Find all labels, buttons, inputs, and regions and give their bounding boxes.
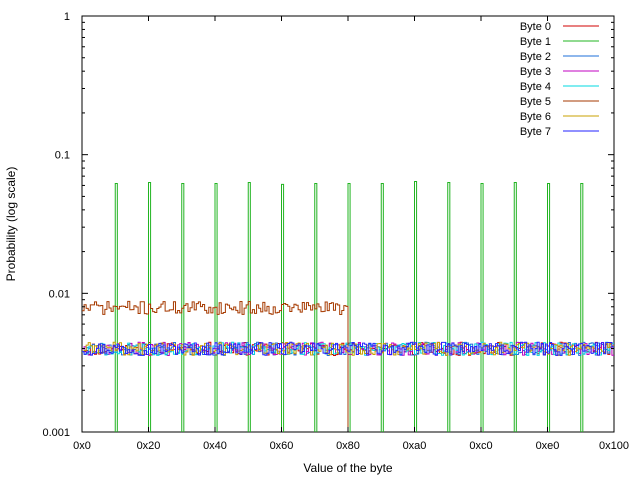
legend-label: Byte 4 (520, 81, 551, 93)
legend-label: Byte 0 (520, 21, 551, 33)
legend-label: Byte 5 (520, 96, 551, 108)
series-line-byte-1 (114, 181, 584, 432)
y-axis-title: Probability (log scale) (4, 167, 18, 282)
legend: Byte 0 Byte 1 Byte 2 Byte 3 Byte 4 Byte 5 Byte… (520, 21, 599, 138)
y-tick-label: 0.1 (55, 150, 70, 162)
x-tick-label: 0x40 (203, 440, 227, 452)
legend-label: Byte 3 (520, 66, 551, 78)
legend-label: Byte 2 (520, 51, 551, 63)
x-tick-label: 0x0 (73, 440, 91, 452)
series-layer (82, 181, 614, 432)
series-line-byte-7 (82, 341, 614, 356)
x-axis-title: Value of the byte (303, 461, 393, 475)
x-tick-label: 0xe0 (536, 440, 560, 452)
x-tick-label: 0x100 (599, 440, 629, 452)
x-tick-label: 0xc0 (469, 440, 492, 452)
legend-label: Byte 7 (520, 126, 551, 138)
x-tick-label: 0x20 (137, 440, 161, 452)
y-tick-label: 1 (64, 11, 70, 23)
series-line-byte-5 (82, 300, 349, 432)
legend-label: Byte 6 (520, 111, 551, 123)
x-tick-label: 0x60 (270, 440, 294, 452)
x-tick-label: 0xa0 (403, 440, 427, 452)
legend-label: Byte 1 (520, 36, 551, 48)
x-tick-label: 0x80 (336, 440, 360, 452)
y-tick-label: 0.001 (42, 427, 70, 439)
y-tick-label: 0.01 (49, 288, 70, 300)
ticks-layer: 0x0 0x20 0x40 0x60 0x80 0xa0 0xc0 0xe0 0x100 0.00… (42, 11, 629, 452)
